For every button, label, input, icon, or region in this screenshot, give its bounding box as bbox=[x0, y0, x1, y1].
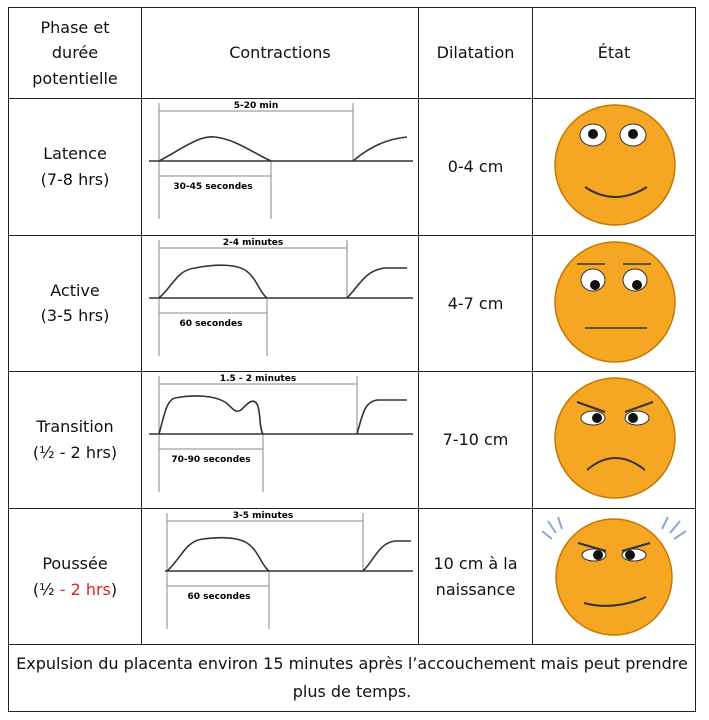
contraction-cell: 1.5 - 2 minutes 70-90 secondes bbox=[141, 371, 419, 509]
phase-cell: Transition (½ - 2 hrs) bbox=[8, 371, 142, 509]
row: Transition (½ - 2 hrs) 1.5 - 2 minutes 70… bbox=[8, 371, 696, 509]
dilatation: 10 cm à la naissance bbox=[418, 507, 533, 646]
interval-label: 5-20 min bbox=[234, 101, 279, 111]
length-label: 60 secondes bbox=[188, 592, 251, 602]
phase: Poussée bbox=[42, 553, 108, 573]
face-cell bbox=[532, 507, 696, 646]
contraction-diagram: 2-4 minutes 60 secondes bbox=[149, 238, 413, 356]
phase-cell: Poussée (½ - 2 hrs) bbox=[8, 507, 142, 646]
contraction-cell: 3-5 minutes 60 secondes bbox=[141, 507, 419, 646]
duration-text: (½ bbox=[32, 579, 60, 599]
row: Poussée (½ - 2 hrs) 3-5 minutes 60 second… bbox=[8, 507, 696, 646]
contraction-diagram: 3-5 minutes 60 secondes bbox=[165, 511, 413, 629]
face-pushing bbox=[541, 516, 687, 636]
duration-text: (7-8 hrs) bbox=[40, 169, 110, 189]
interval-label: 3-5 minutes bbox=[233, 511, 293, 521]
duration-text: ) bbox=[110, 579, 118, 599]
footer-note: Expulsion du placenta environ 15 minutes… bbox=[8, 644, 696, 713]
face-cell bbox=[532, 234, 696, 373]
face-cell bbox=[532, 98, 696, 236]
phase: Latence bbox=[43, 144, 107, 164]
duration: (½ - 2 hrs) bbox=[9, 440, 141, 466]
phase-cell: Active (3-5 hrs) bbox=[8, 234, 142, 373]
face-angry bbox=[554, 377, 676, 499]
header-cell: État bbox=[532, 7, 696, 99]
duration-text: (½ - 2 hrs) bbox=[32, 442, 118, 462]
footer-row: Expulsion du placenta environ 15 minutes… bbox=[8, 644, 696, 713]
contraction-cell: 5-20 min 30-45 secondes bbox=[141, 98, 419, 236]
duration: (½ - 2 hrs) bbox=[9, 577, 141, 603]
duration-text: (3-5 hrs) bbox=[40, 306, 110, 326]
row: Active (3-5 hrs) 2-4 minutes 60 secondes … bbox=[8, 234, 696, 373]
contraction-diagram: 1.5 - 2 minutes 70-90 secondes bbox=[149, 374, 413, 493]
interval-label: 1.5 - 2 minutes bbox=[220, 374, 296, 384]
face-neutral bbox=[554, 240, 676, 363]
face-happy bbox=[554, 104, 676, 226]
phase-cell: Latence (7-8 hrs) bbox=[8, 98, 142, 236]
face-cell bbox=[532, 371, 696, 509]
contraction-diagram: 5-20 min 30-45 secondes bbox=[149, 101, 413, 219]
duration: (3-5 hrs) bbox=[9, 303, 141, 329]
phase: Active bbox=[50, 280, 100, 300]
phase: Transition bbox=[36, 417, 114, 437]
duration: (7-8 hrs) bbox=[9, 167, 141, 193]
dilatation: 7-10 cm bbox=[418, 371, 533, 509]
labor-table: Phase et durée potentielle Contractions … bbox=[8, 7, 696, 713]
length-label: 60 secondes bbox=[180, 319, 243, 329]
dilatation: 4-7 cm bbox=[418, 234, 533, 373]
length-label: 30-45 secondes bbox=[173, 182, 252, 192]
header-cell: Phase et durée potentielle bbox=[8, 7, 142, 99]
header-cell: Dilatation bbox=[418, 7, 533, 99]
dilatation: 0-4 cm bbox=[418, 98, 533, 236]
header-row: Phase et durée potentielle Contractions … bbox=[8, 7, 696, 99]
duration-highlight: - 2 hrs bbox=[59, 579, 111, 599]
row: Latence (7-8 hrs) 5-20 min 30-45 secondes… bbox=[8, 98, 696, 236]
header-cell: Contractions bbox=[141, 7, 419, 99]
length-label: 70-90 secondes bbox=[171, 455, 250, 465]
contraction-cell: 2-4 minutes 60 secondes bbox=[141, 234, 419, 373]
interval-label: 2-4 minutes bbox=[223, 238, 283, 248]
